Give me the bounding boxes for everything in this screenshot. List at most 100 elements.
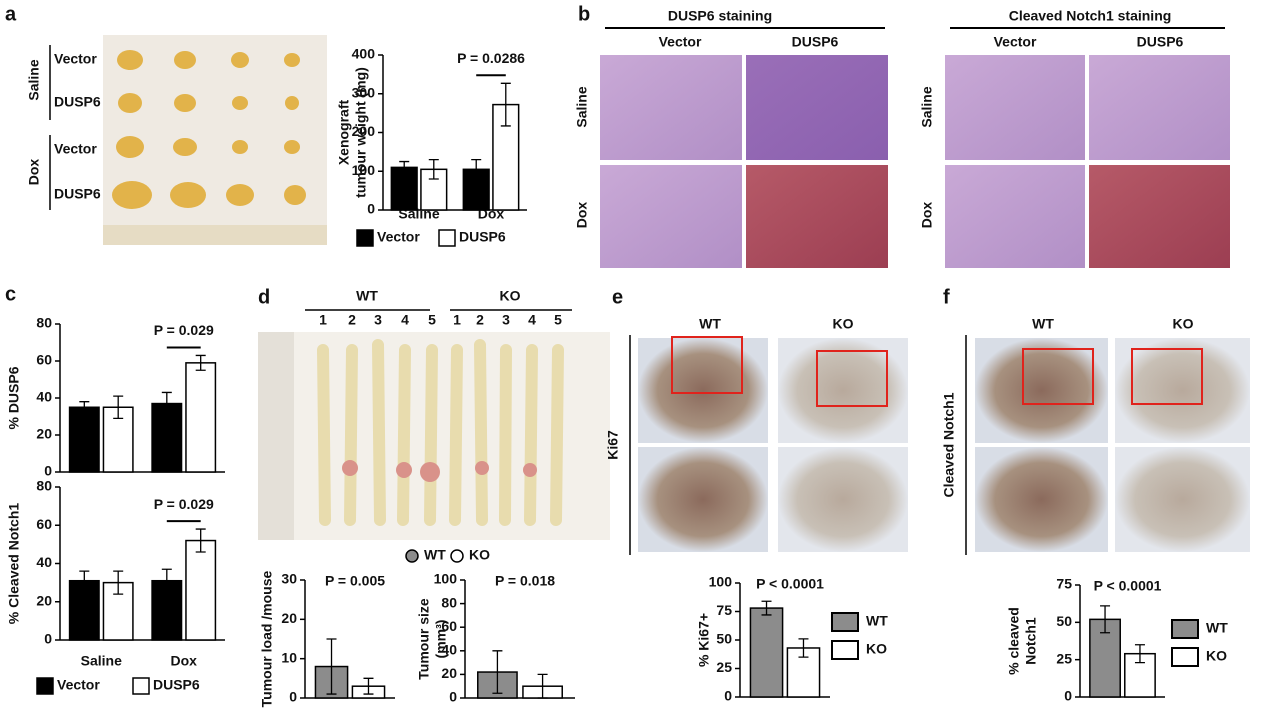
y-tick-label: 60 xyxy=(36,516,52,532)
panel-letter: e xyxy=(612,286,623,308)
error-bar xyxy=(326,638,337,695)
y-tick-label: 400 xyxy=(352,46,376,62)
column-label: KO xyxy=(833,316,854,332)
mouse-number: 4 xyxy=(401,312,409,328)
error-bar xyxy=(537,673,548,699)
group-title: WT xyxy=(356,288,378,304)
mouse-number: 2 xyxy=(476,312,484,328)
row-label: Saline xyxy=(574,86,590,127)
y-tick-label: 10 xyxy=(281,649,297,665)
y-tick-label: 0 xyxy=(289,689,297,705)
bar xyxy=(185,362,217,473)
error-bar xyxy=(428,158,439,180)
y-tick-label: 30 xyxy=(281,571,297,587)
legend-swatch xyxy=(1171,647,1199,667)
error-bar xyxy=(798,638,809,658)
legend-label: KO xyxy=(469,547,490,563)
y-tick-label: 40 xyxy=(441,642,457,658)
mouse-number: 3 xyxy=(374,312,382,328)
y-tick-label: 25 xyxy=(716,659,732,675)
p-value: P = 0.029 xyxy=(154,322,214,338)
legend-label: WT xyxy=(424,547,446,563)
y-axis-label: % DUSP6 xyxy=(6,366,22,429)
y-tick-label: 0 xyxy=(44,463,52,479)
y-tick-label: 20 xyxy=(281,610,297,626)
error-bar xyxy=(399,160,410,174)
y-tick-label: 0 xyxy=(44,631,52,647)
row-label: DUSP6 xyxy=(54,94,101,110)
p-value: P < 0.0001 xyxy=(1094,578,1162,594)
error-bar xyxy=(761,600,772,616)
legend-label: Vector xyxy=(377,229,420,245)
ihc-images xyxy=(638,336,1250,552)
x-tick-label: Dox xyxy=(171,653,198,669)
legend-swatch xyxy=(132,677,150,695)
error-bar xyxy=(1100,605,1111,634)
row-label: DUSP6 xyxy=(54,186,101,202)
p-value: P = 0.005 xyxy=(325,573,385,589)
legend-label: WT xyxy=(1206,620,1228,636)
y-tick-label: 20 xyxy=(36,592,52,608)
error-bar xyxy=(161,391,172,416)
legend-label: WT xyxy=(866,613,888,629)
y-tick-label: 20 xyxy=(441,665,457,681)
legend-swatch xyxy=(36,677,54,695)
p-value: P < 0.0001 xyxy=(756,576,824,592)
group-title: DUSP6 staining xyxy=(668,8,772,24)
mouse-number: 4 xyxy=(528,312,536,328)
error-bar xyxy=(500,82,511,127)
error-bar xyxy=(195,354,206,371)
mouse-number: 1 xyxy=(319,312,327,328)
row-label: Vector xyxy=(54,141,97,157)
row-label: Dox xyxy=(919,202,935,229)
y-tick-label: 0 xyxy=(1064,688,1072,704)
y-axis-label: % cleaved xyxy=(1006,607,1022,675)
row-label: Saline xyxy=(919,86,935,127)
y-tick-label: 75 xyxy=(716,602,732,618)
error-bar xyxy=(1134,644,1145,664)
error-bar xyxy=(79,401,90,414)
error-bar xyxy=(492,650,503,694)
stain-label: Cleaved Notch1 xyxy=(941,392,957,497)
y-tick-label: 50 xyxy=(716,631,732,647)
legend-swatch xyxy=(1171,619,1199,639)
y-tick-label: 100 xyxy=(352,162,376,178)
y-tick-label: 80 xyxy=(36,478,52,494)
error-bar xyxy=(113,570,124,595)
y-axis-label: Tumour load /mouse xyxy=(259,570,275,707)
legend-label: DUSP6 xyxy=(153,677,200,693)
legend-swatch xyxy=(450,549,464,563)
column-label: DUSP6 xyxy=(792,34,839,50)
column-label: WT xyxy=(1032,316,1054,332)
y-axis-label: Xenograft xyxy=(336,99,352,165)
panel-letter: b xyxy=(578,3,590,25)
y-axis-label: Notch1 xyxy=(1023,617,1039,665)
mouse-number: 2 xyxy=(348,312,356,328)
staining-images xyxy=(600,55,1230,268)
stain-label: Ki67 xyxy=(605,430,621,460)
y-tick-label: 80 xyxy=(36,315,52,331)
error-bar xyxy=(79,570,90,591)
row-label: Vector xyxy=(54,51,97,67)
bar xyxy=(68,406,100,473)
bar xyxy=(185,539,217,641)
bar xyxy=(390,166,418,211)
row-label: Dox xyxy=(574,202,590,229)
group-title: KO xyxy=(500,288,521,304)
y-axis-label: % Cleaved Notch1 xyxy=(6,503,22,625)
legend-swatch xyxy=(438,229,456,247)
y-tick-label: 40 xyxy=(36,389,52,405)
column-label: WT xyxy=(699,316,721,332)
y-tick-label: 50 xyxy=(1056,613,1072,629)
legend-swatch xyxy=(831,640,859,660)
y-tick-label: 20 xyxy=(36,426,52,442)
y-tick-label: 75 xyxy=(1056,576,1072,592)
column-label: Vector xyxy=(994,34,1037,50)
panel-letter: d xyxy=(258,286,270,308)
error-bar xyxy=(471,158,482,180)
y-axis-label: (mm³) xyxy=(433,620,449,659)
y-tick-label: 100 xyxy=(709,574,733,590)
legend-label: Vector xyxy=(57,677,100,693)
panel-letter: c xyxy=(5,283,16,305)
